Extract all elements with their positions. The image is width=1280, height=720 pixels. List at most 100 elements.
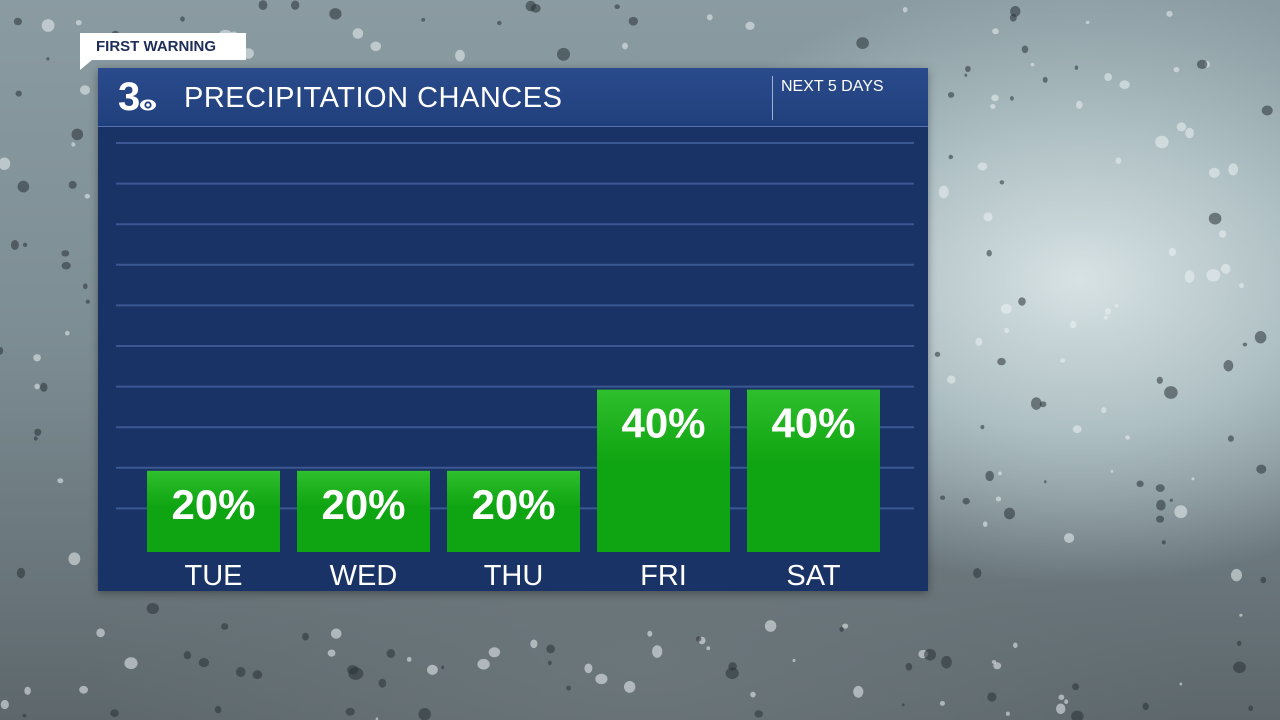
raindrop — [1254, 331, 1267, 344]
raindrop — [728, 662, 737, 671]
day-label: TUE — [185, 560, 243, 591]
raindrop — [1136, 480, 1144, 488]
raindrop — [1208, 212, 1222, 225]
raindrop — [1227, 435, 1234, 442]
raindrop — [370, 41, 382, 52]
bar-wed — [297, 470, 430, 552]
raindrop — [991, 660, 997, 664]
raindrop — [34, 428, 42, 436]
raindrop — [1260, 576, 1267, 584]
raindrop — [977, 162, 988, 171]
raindrop — [1101, 407, 1107, 414]
raindrop — [1044, 480, 1047, 484]
raindrop — [792, 658, 796, 663]
raindrop — [750, 691, 756, 698]
raindrop — [378, 678, 387, 688]
raindrop — [1072, 425, 1082, 434]
raindrop — [84, 193, 91, 199]
raindrop — [902, 7, 908, 13]
raindrop — [987, 692, 997, 702]
raindrop — [61, 250, 70, 257]
raindrop — [33, 436, 38, 441]
raindrop — [1115, 157, 1122, 164]
raindrop — [22, 714, 27, 718]
raindrop — [1013, 642, 1018, 649]
raindrop — [557, 47, 570, 61]
raindrop — [934, 351, 941, 357]
bar-value-label: 40% — [621, 400, 705, 447]
raindrop — [1231, 568, 1242, 582]
raindrop — [252, 670, 263, 680]
raindrop — [1125, 435, 1130, 440]
raindrop — [547, 660, 552, 666]
raindrop — [1010, 96, 1014, 101]
raindrop — [985, 470, 994, 482]
raindrop — [647, 630, 653, 637]
raindrop — [427, 664, 438, 675]
raindrop — [696, 636, 702, 642]
raindrop — [1261, 105, 1273, 116]
badge-notch — [80, 60, 92, 70]
raindrop — [15, 90, 22, 97]
raindrop — [406, 656, 412, 662]
raindrop — [1058, 694, 1065, 700]
raindrop — [85, 299, 90, 304]
raindrop — [61, 261, 71, 270]
raindrop — [80, 85, 90, 95]
raindrop — [962, 497, 970, 505]
raindrop — [530, 3, 541, 13]
raindrop — [57, 478, 64, 484]
raindrop — [214, 705, 222, 714]
panel-header: 3 PRECIPITATION CHANCES NEXT 5 DAYS — [98, 68, 928, 127]
raindrop — [1064, 699, 1069, 705]
raindrop — [965, 65, 971, 73]
raindrop — [68, 552, 81, 566]
raindrop — [330, 628, 342, 639]
raindrop — [1191, 477, 1195, 481]
raindrop — [725, 667, 739, 680]
raindrop — [24, 686, 31, 695]
bar-value-label: 20% — [321, 481, 405, 528]
raindrop — [990, 104, 996, 109]
raindrop — [1010, 5, 1021, 17]
raindrop — [1076, 100, 1083, 109]
raindrop — [71, 128, 84, 141]
raindrop — [1156, 515, 1165, 523]
raindrop — [842, 623, 849, 629]
raindrop — [948, 154, 954, 160]
raindrop — [999, 180, 1005, 185]
bar-sat — [747, 389, 880, 552]
raindrop — [65, 330, 70, 336]
raindrop — [1155, 135, 1169, 149]
raindrop — [1161, 540, 1166, 545]
raindrop — [1156, 376, 1163, 384]
bar-value-label: 20% — [471, 481, 555, 528]
raindrop — [1173, 67, 1180, 73]
raindrop — [16, 567, 26, 579]
bar-value-label: 20% — [171, 481, 255, 528]
raindrop — [1021, 45, 1029, 54]
raindrop — [980, 424, 985, 430]
raindrop — [83, 283, 88, 290]
raindrop — [1071, 710, 1084, 720]
raindrop — [1056, 703, 1066, 715]
raindrop — [41, 19, 55, 32]
forecast-period-label: NEXT 5 DAYS — [781, 78, 884, 95]
raindrop — [1236, 640, 1242, 646]
raindrop — [180, 16, 185, 22]
raindrop — [1164, 386, 1178, 399]
raindrop — [488, 647, 501, 658]
raindrop — [546, 644, 555, 654]
raindrop — [1000, 303, 1012, 314]
raindrop — [995, 496, 1002, 502]
raindrop — [46, 57, 50, 61]
raindrop — [1105, 308, 1111, 315]
day-label: SAT — [786, 560, 841, 591]
raindrop — [628, 16, 638, 26]
raindrop — [1103, 315, 1109, 320]
page-title: PRECIPITATION CHANCES — [184, 82, 563, 114]
raindrop — [706, 14, 713, 21]
raindrop — [622, 42, 628, 50]
